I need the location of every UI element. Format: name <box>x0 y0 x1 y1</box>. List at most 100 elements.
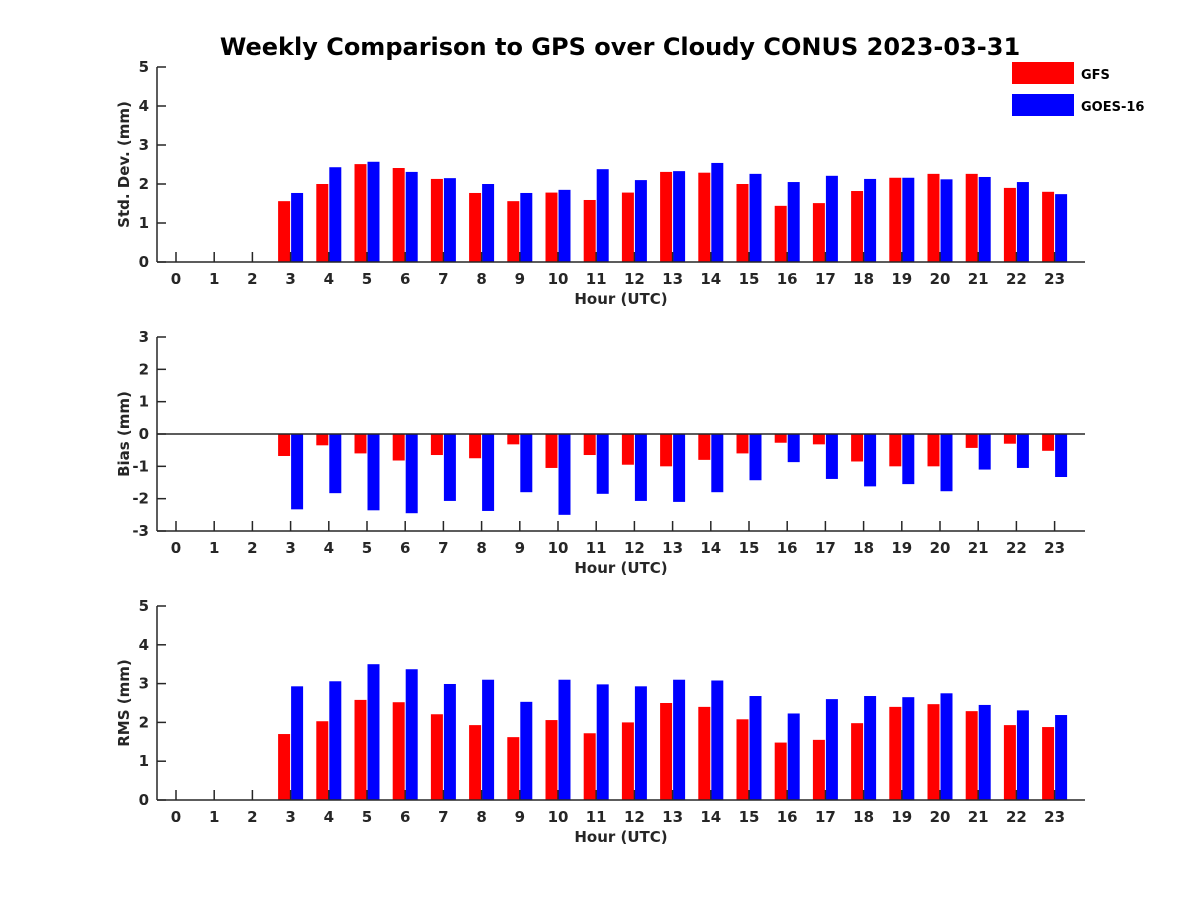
bar-rms-gfs-12 <box>621 722 634 800</box>
bar-rms-goes16-15 <box>749 696 762 800</box>
x-axis-label: Hour (UTC) <box>574 828 667 846</box>
x-tick-label: 5 <box>362 270 372 288</box>
legend-swatch-gfs <box>1012 62 1074 84</box>
y-tick-label: 1 <box>139 214 149 232</box>
x-tick-label: 19 <box>891 270 912 288</box>
x-tick-label: 16 <box>777 270 798 288</box>
x-tick-label: 13 <box>662 270 683 288</box>
bar-rms-gfs-11 <box>583 733 596 800</box>
bar-bias-goes16-5 <box>367 434 380 511</box>
bar-rms-gfs-8 <box>469 725 482 800</box>
bar-rms-gfs-6 <box>392 702 405 800</box>
x-tick-label: 13 <box>662 808 683 826</box>
x-tick-label: 1 <box>209 808 219 826</box>
y-tick-label: 0 <box>139 253 149 271</box>
bar-rms-gfs-17 <box>812 739 825 800</box>
x-tick-label: 6 <box>400 539 410 557</box>
bar-std-dev-goes16-11 <box>596 169 609 262</box>
bar-rms-gfs-23 <box>1042 727 1055 800</box>
bar-std-dev-gfs-23 <box>1042 191 1055 262</box>
bar-rms-goes16-22 <box>1016 710 1029 800</box>
bar-std-dev-goes16-8 <box>482 184 495 262</box>
x-tick-label: 1 <box>209 270 219 288</box>
x-tick-label: 11 <box>586 808 607 826</box>
x-tick-label: 7 <box>438 270 448 288</box>
bar-bias-goes16-4 <box>329 434 342 494</box>
bar-bias-goes16-15 <box>749 434 762 481</box>
bar-std-dev-goes16-16 <box>787 182 800 262</box>
x-tick-label: 2 <box>247 539 257 557</box>
bar-bias-gfs-11 <box>583 434 596 456</box>
x-tick-label: 4 <box>324 808 334 826</box>
x-tick-label: 22 <box>1006 808 1027 826</box>
bar-bias-gfs-20 <box>927 434 940 467</box>
x-tick-label: 17 <box>815 808 836 826</box>
x-tick-label: 5 <box>362 808 372 826</box>
x-tick-label: 7 <box>438 539 448 557</box>
bar-std-dev-gfs-11 <box>583 199 596 262</box>
bar-bias-goes16-12 <box>634 434 647 501</box>
x-tick-label: 0 <box>171 808 181 826</box>
y-tick-label: 3 <box>139 328 149 346</box>
bar-rms-gfs-7 <box>430 714 443 800</box>
bar-std-dev-goes16-12 <box>634 180 647 262</box>
bar-rms-goes16-11 <box>596 684 609 800</box>
y-axis-label: RMS (mm) <box>115 659 133 746</box>
x-tick-label: 18 <box>853 808 874 826</box>
bar-rms-gfs-22 <box>1003 725 1016 800</box>
x-tick-label: 19 <box>891 539 912 557</box>
x-tick-label: 15 <box>739 539 760 557</box>
bar-std-dev-goes16-15 <box>749 173 762 262</box>
bar-std-dev-goes16-21 <box>978 176 991 262</box>
x-tick-label: 10 <box>548 270 569 288</box>
bar-std-dev-goes16-10 <box>558 189 571 262</box>
y-tick-label: 5 <box>139 58 149 76</box>
x-tick-label: 5 <box>362 539 372 557</box>
x-tick-label: 4 <box>324 270 334 288</box>
legend-label-goes16: GOES-16 <box>1081 100 1144 115</box>
x-tick-label: 23 <box>1044 808 1065 826</box>
bar-bias-goes16-17 <box>825 434 838 479</box>
x-tick-label: 17 <box>815 539 836 557</box>
x-axis-label: Hour (UTC) <box>574 290 667 308</box>
bar-std-dev-gfs-19 <box>889 177 902 262</box>
bar-bias-goes16-3 <box>291 434 304 510</box>
bar-rms-goes16-4 <box>329 681 342 800</box>
x-axis-label: Hour (UTC) <box>574 559 667 577</box>
bar-bias-gfs-15 <box>736 434 749 454</box>
bar-bias-goes16-7 <box>443 434 456 501</box>
x-tick-label: 13 <box>662 539 683 557</box>
x-tick-label: 10 <box>548 539 569 557</box>
bar-rms-goes16-7 <box>443 683 456 800</box>
x-tick-label: 3 <box>285 270 295 288</box>
bar-std-dev-gfs-8 <box>469 192 482 262</box>
y-tick-label: 3 <box>139 675 149 693</box>
x-tick-label: 2 <box>247 270 257 288</box>
bar-rms-gfs-16 <box>774 742 787 800</box>
x-tick-label: 12 <box>624 539 645 557</box>
x-tick-label: 14 <box>700 539 721 557</box>
bar-rms-gfs-10 <box>545 720 558 800</box>
y-tick-label: 1 <box>139 393 149 411</box>
x-tick-label: 12 <box>624 270 645 288</box>
bar-bias-goes16-18 <box>864 434 877 487</box>
bar-std-dev-gfs-15 <box>736 184 749 262</box>
bar-bias-goes16-10 <box>558 434 571 515</box>
bar-rms-gfs-13 <box>660 703 673 800</box>
bar-rms-goes16-6 <box>405 669 418 800</box>
x-tick-label: 19 <box>891 808 912 826</box>
bar-std-dev-goes16-5 <box>367 161 380 262</box>
bar-bias-gfs-6 <box>392 434 405 461</box>
bar-bias-goes16-21 <box>978 434 991 470</box>
x-tick-label: 3 <box>285 539 295 557</box>
x-tick-label: 21 <box>968 270 989 288</box>
x-tick-label: 22 <box>1006 270 1027 288</box>
x-tick-label: 9 <box>515 539 525 557</box>
y-tick-label: 4 <box>139 97 149 115</box>
bar-bias-gfs-8 <box>469 434 482 459</box>
y-tick-label: -1 <box>132 457 149 475</box>
x-tick-label: 1 <box>209 539 219 557</box>
bar-bias-gfs-13 <box>660 434 673 467</box>
